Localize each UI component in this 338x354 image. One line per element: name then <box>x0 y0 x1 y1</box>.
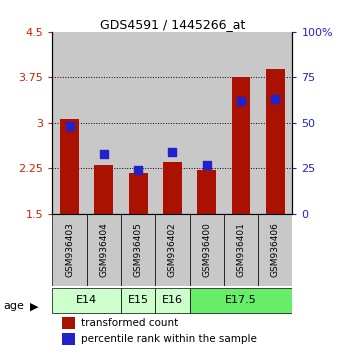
Bar <box>224 213 258 286</box>
Text: GSM936404: GSM936404 <box>99 223 108 277</box>
Point <box>272 96 278 102</box>
Text: E14: E14 <box>76 295 97 305</box>
Text: age: age <box>3 301 24 311</box>
Text: GSM936406: GSM936406 <box>271 223 280 278</box>
Bar <box>258 32 292 213</box>
Bar <box>155 288 190 313</box>
Text: GSM936400: GSM936400 <box>202 223 211 278</box>
Point <box>67 124 72 129</box>
Point <box>136 167 141 173</box>
Bar <box>121 288 155 313</box>
Title: GDS4591 / 1445266_at: GDS4591 / 1445266_at <box>100 18 245 31</box>
Bar <box>155 213 190 286</box>
Bar <box>155 32 190 213</box>
Text: GSM936402: GSM936402 <box>168 223 177 277</box>
Text: ▶: ▶ <box>30 301 39 311</box>
Bar <box>62 333 75 345</box>
Bar <box>52 32 87 213</box>
Text: GSM936403: GSM936403 <box>65 223 74 278</box>
Bar <box>190 213 224 286</box>
Bar <box>87 32 121 213</box>
Point <box>204 162 209 167</box>
Text: GSM936405: GSM936405 <box>134 223 143 278</box>
Bar <box>190 288 292 313</box>
Bar <box>52 213 87 286</box>
Bar <box>121 32 155 213</box>
Bar <box>190 32 224 213</box>
Bar <box>224 32 258 213</box>
Text: E15: E15 <box>128 295 149 305</box>
Bar <box>60 119 79 213</box>
Point <box>170 149 175 155</box>
Text: E17.5: E17.5 <box>225 295 257 305</box>
Bar <box>94 165 113 213</box>
Point <box>238 98 244 104</box>
Text: percentile rank within the sample: percentile rank within the sample <box>81 334 257 344</box>
Text: GSM936401: GSM936401 <box>237 223 245 278</box>
Bar <box>232 77 250 213</box>
Bar <box>121 213 155 286</box>
Bar <box>163 162 182 213</box>
Bar <box>52 288 121 313</box>
Bar <box>87 213 121 286</box>
Point <box>101 151 106 156</box>
Text: transformed count: transformed count <box>81 318 178 328</box>
Bar <box>129 173 147 213</box>
Text: E16: E16 <box>162 295 183 305</box>
Bar <box>266 69 285 213</box>
Bar <box>197 170 216 213</box>
Bar <box>62 317 75 329</box>
Bar <box>258 213 292 286</box>
